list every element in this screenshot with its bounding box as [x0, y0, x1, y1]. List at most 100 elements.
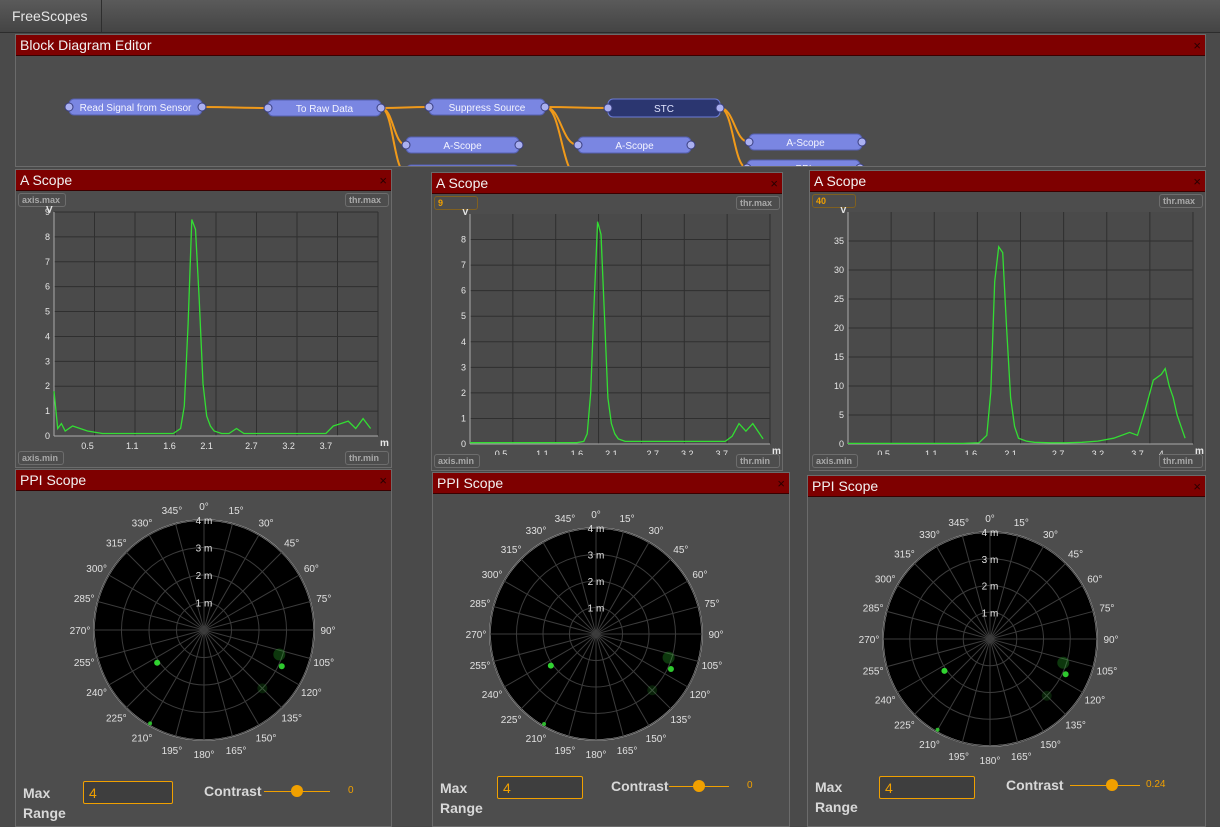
y-tick-label: 9: [45, 207, 50, 217]
range-ring-label: 2 m: [588, 577, 605, 588]
bearing-line: [203, 551, 283, 631]
bearing-label: 330°: [919, 530, 940, 541]
bearing-label: 90°: [320, 626, 335, 637]
thr-max-field[interactable]: thr.max: [736, 196, 780, 210]
axis-max-field[interactable]: axis.max: [18, 193, 66, 207]
block-node-p3[interactable]: PPI: [742, 159, 865, 166]
y-tick-label: 0: [839, 439, 844, 449]
bearing-label: 45°: [673, 545, 688, 556]
bearing-label: 90°: [708, 630, 723, 641]
connection-wire: [544, 106, 609, 109]
bearing-label: 30°: [1043, 530, 1058, 541]
app-title-tab[interactable]: FreeScopes: [0, 0, 102, 32]
bearing-label: 300°: [482, 570, 503, 581]
bearing-label: 210°: [526, 734, 547, 745]
block-node-read[interactable]: Read Signal from Sensor: [64, 98, 207, 116]
ppi-scope-title[interactable]: PPI Scope ×: [433, 473, 789, 494]
bearing-line: [913, 562, 991, 640]
bearing-label: 60°: [692, 570, 707, 581]
axis-min-field[interactable]: axis.min: [18, 451, 64, 465]
top-bar: FreeScopes: [0, 0, 1220, 33]
x-tick-label: 0.5: [877, 449, 890, 455]
thr-min-field[interactable]: thr.min: [1159, 454, 1203, 468]
a-scope-panel-1: A Scope × axis.max thr.max 0 1 2 3 4 5 6 7 8 9 0.5…: [15, 169, 392, 468]
axis-max-field[interactable]: 40: [812, 194, 856, 208]
bearing-line: [989, 585, 1083, 640]
input-port-icon: [573, 140, 583, 150]
bearing-line: [595, 633, 650, 727]
bearing-line: [595, 541, 650, 635]
contrast-label: Contrast: [204, 783, 262, 799]
bearing-label: 225°: [894, 721, 915, 732]
thr-max-field[interactable]: thr.max: [1159, 194, 1203, 208]
block-diagram-canvas[interactable]: Read Signal from Sensor To Raw Data Suppre…: [16, 56, 1205, 166]
close-icon[interactable]: ×: [770, 176, 778, 191]
output-port-icon: [855, 163, 865, 166]
panel-title-text: PPI Scope: [437, 475, 504, 491]
contrast-slider-thumb[interactable]: [1106, 779, 1118, 791]
thr-max-field[interactable]: thr.max: [345, 193, 389, 207]
block-diagram-editor-title[interactable]: Block Diagram Editor ×: [16, 35, 1205, 56]
ppi-scope-title[interactable]: PPI Scope ×: [16, 470, 391, 491]
bearing-line: [989, 638, 1083, 693]
axis-max-field[interactable]: 9: [434, 196, 478, 210]
contrast-slider-thumb[interactable]: [291, 785, 303, 797]
bearing-label: 135°: [281, 714, 302, 725]
signal-trace: [848, 245, 1186, 445]
bearing-label: 180°: [194, 750, 215, 761]
max-range-input[interactable]: [83, 781, 173, 804]
x-tick-label: 0.5: [495, 449, 508, 455]
thr-min-field[interactable]: thr.min: [736, 454, 780, 468]
contrast-slider-track[interactable]: [1070, 785, 1140, 786]
max-range-input[interactable]: [497, 776, 583, 799]
bearing-label: 150°: [646, 734, 667, 745]
radar-blip: [273, 648, 286, 661]
max-range-label: Max Range: [440, 780, 483, 816]
bearing-label: 195°: [948, 752, 969, 763]
block-node-a2[interactable]: A-Scope: [573, 136, 696, 154]
block-node-stc[interactable]: STC: [603, 98, 725, 118]
a-scope-title[interactable]: A Scope ×: [16, 170, 391, 191]
close-icon[interactable]: ×: [1193, 174, 1201, 189]
y-axis-unit: V: [46, 206, 53, 216]
block-node-suppress[interactable]: Suppress Source: [424, 98, 550, 116]
close-icon[interactable]: ×: [379, 473, 387, 488]
x-tick-label: 3.7: [715, 449, 728, 455]
max-range-input[interactable]: [879, 776, 975, 799]
ppi-scope-title[interactable]: PPI Scope ×: [808, 476, 1205, 497]
bearing-label: 345°: [555, 514, 576, 525]
bearing-label: 225°: [501, 715, 522, 726]
block-node-label: A-Scope: [443, 141, 482, 152]
close-icon[interactable]: ×: [1193, 38, 1201, 53]
block-node-raw[interactable]: To Raw Data: [263, 99, 386, 117]
output-port-icon: [686, 140, 696, 150]
block-node-p1[interactable]: PPI: [402, 164, 523, 166]
thr-min-field[interactable]: thr.min: [345, 451, 389, 465]
block-node-a3[interactable]: A-Scope: [744, 133, 867, 151]
bearing-label: 285°: [74, 594, 95, 605]
bearing-label: 135°: [1065, 721, 1086, 732]
ppi-polar-chart: 0° 15° 30° 45° 60° 75° 90° 105° 120° 135° 150° 165°…: [466, 510, 724, 761]
axis-min-field[interactable]: axis.min: [434, 454, 480, 468]
close-icon[interactable]: ×: [1193, 479, 1201, 494]
bearing-line: [203, 601, 311, 631]
y-tick-label: 3: [45, 356, 50, 366]
close-icon[interactable]: ×: [777, 476, 785, 491]
bearing-label: 270°: [859, 635, 880, 646]
contrast-slider-thumb[interactable]: [693, 780, 705, 792]
connection-wire: [719, 107, 750, 143]
a-scope-title[interactable]: A Scope ×: [432, 173, 782, 194]
axis-min-field[interactable]: axis.min: [812, 454, 858, 468]
x-tick-label: 3.7: [1131, 449, 1144, 455]
bearing-label: 300°: [86, 564, 107, 575]
block-node-a1[interactable]: A-Scope: [401, 136, 524, 154]
bearing-line: [989, 546, 1044, 640]
x-tick-label: 2.7: [1052, 449, 1065, 455]
connection-wire: [544, 106, 570, 166]
input-port-icon: [401, 140, 411, 150]
a-scope-title[interactable]: A Scope ×: [810, 171, 1205, 192]
bearing-line: [542, 541, 597, 635]
close-icon[interactable]: ×: [379, 173, 387, 188]
output-port-icon: [540, 102, 550, 112]
range-ring-label: 2 m: [196, 571, 213, 582]
